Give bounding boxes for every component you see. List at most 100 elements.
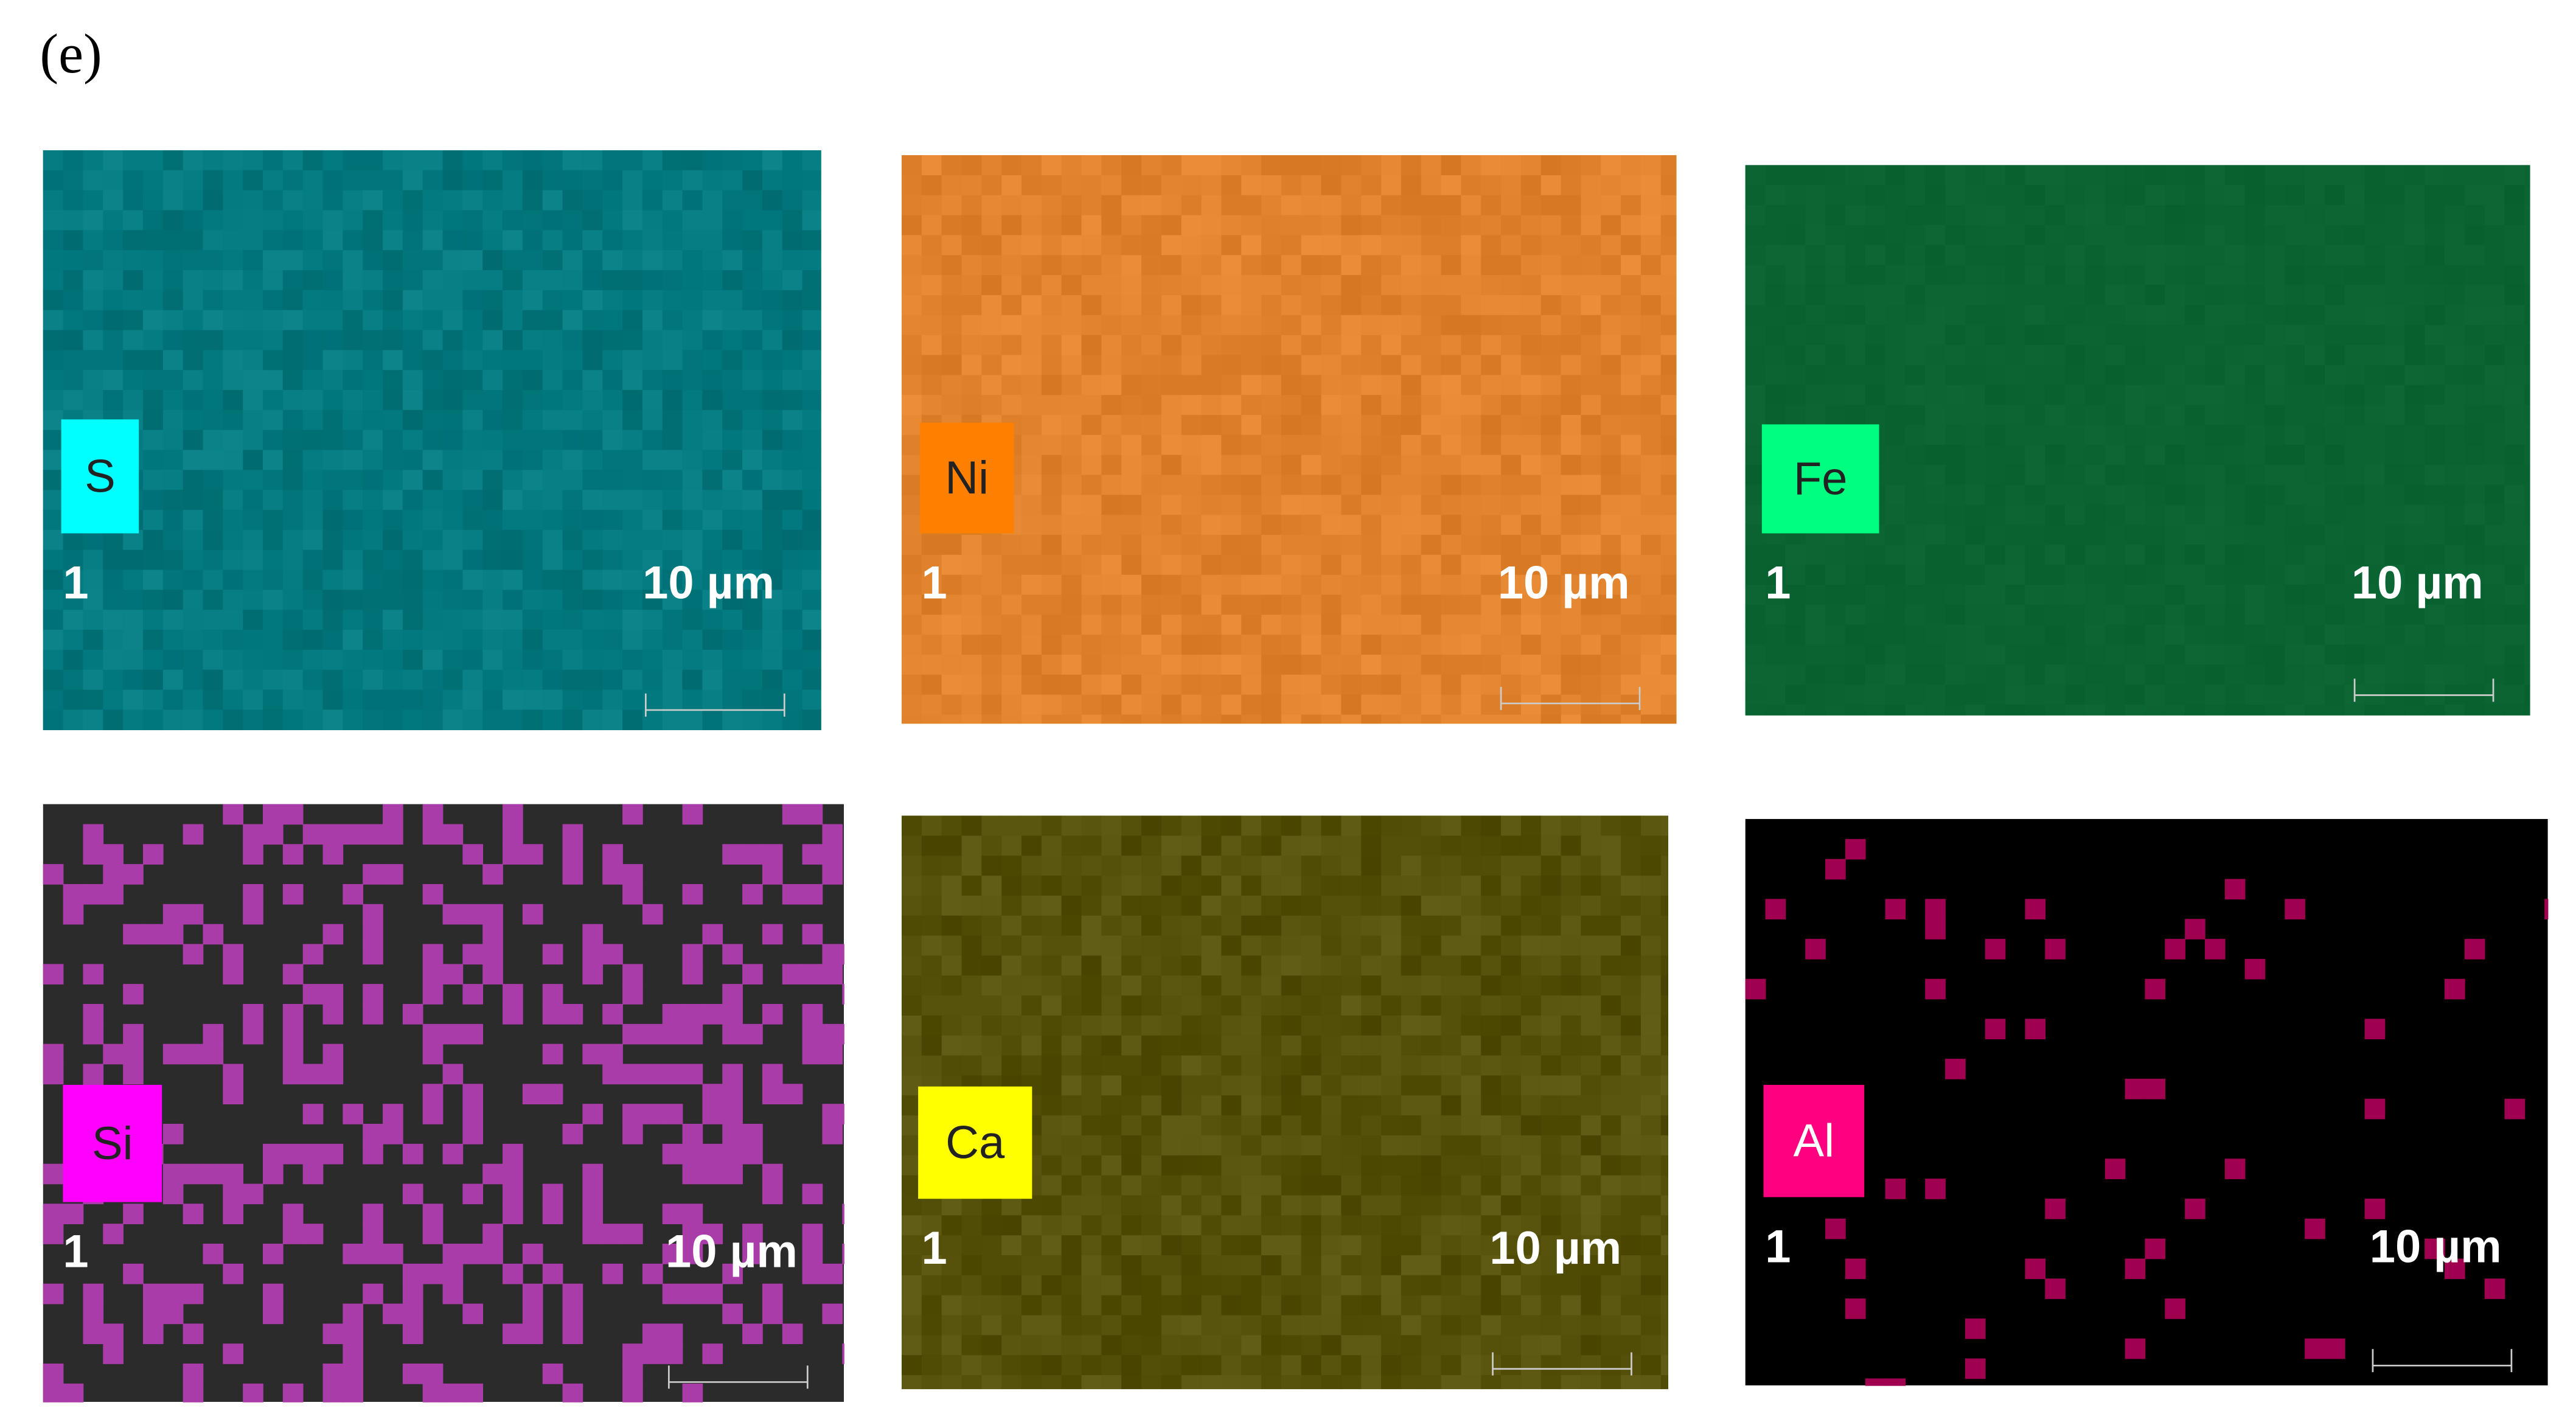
map-pixel (503, 190, 523, 211)
map-pixel (1461, 714, 1482, 724)
map-pixel (1061, 414, 1082, 436)
map-pixel (1421, 1175, 1442, 1196)
map-pixel (1381, 554, 1402, 576)
map-pixel (363, 669, 383, 691)
map-pixel (2404, 445, 2425, 465)
map-pixel (2005, 545, 2026, 565)
map-pixel (282, 470, 304, 490)
map-pixel (1401, 455, 1422, 476)
map-pixel (83, 549, 104, 571)
map-pixel (1361, 335, 1382, 356)
map-pixel (622, 610, 643, 630)
map-pixel (622, 1064, 643, 1085)
map-pixel (642, 529, 663, 551)
map-pixel (1041, 594, 1062, 616)
map-pixel (1021, 1255, 1042, 1276)
map-pixel (1501, 195, 1522, 216)
map-pixel (142, 430, 164, 451)
map-pixel (1501, 534, 1522, 556)
map-pixel (2065, 245, 2086, 266)
map-pixel (722, 170, 743, 191)
map-pixel (442, 510, 464, 531)
map-pixel (2425, 1238, 2445, 1260)
map-pixel (542, 1084, 563, 1104)
map-pixel (1985, 385, 2006, 406)
map-pixel (1281, 1335, 1302, 1356)
map-pixel (1321, 935, 1342, 956)
map-pixel (1221, 674, 1242, 695)
map-pixel (682, 270, 703, 291)
map-pixel (302, 1104, 324, 1124)
map-pixel (422, 1104, 444, 1124)
map-pixel (1041, 255, 1062, 276)
map-pixel (2425, 604, 2445, 625)
map-pixel (2065, 624, 2086, 646)
map-pixel (1520, 655, 1542, 675)
map-pixel (263, 409, 284, 431)
map-pixel (1501, 355, 1522, 376)
map-pixel (2065, 185, 2086, 206)
map-pixel (1281, 694, 1302, 716)
map-pixel (322, 709, 344, 731)
map-pixel (1985, 165, 2006, 186)
map-pixel (462, 984, 484, 1005)
map-pixel (762, 630, 783, 650)
map-pixel (1321, 1355, 1342, 1376)
map-pixel (1081, 515, 1102, 535)
map-pixel (2305, 545, 2325, 565)
map-pixel (1061, 1255, 1082, 1276)
map-pixel (1421, 275, 1442, 296)
map-pixel (981, 1055, 1002, 1076)
map-pixel (1181, 1135, 1202, 1156)
map-pixel (223, 570, 243, 591)
map-pixel (2185, 445, 2205, 465)
map-pixel (1601, 1255, 1621, 1276)
map-pixel (1201, 1295, 1222, 1316)
map-pixel (2324, 185, 2345, 206)
map-pixel (1501, 515, 1522, 535)
map-pixel (402, 310, 423, 331)
map-pixel (1081, 1315, 1102, 1336)
map-pixel (2404, 604, 2425, 625)
map-pixel (203, 490, 224, 510)
map-pixel (1301, 175, 1322, 196)
map-pixel (1540, 655, 1562, 675)
map-pixel (2524, 205, 2530, 226)
map-pixel (123, 389, 144, 411)
map-pixel (2445, 405, 2465, 426)
map-pixel (1785, 265, 1806, 286)
map-pixel (1441, 1375, 1462, 1390)
map-pixel (383, 1104, 403, 1124)
map-pixel (482, 529, 503, 551)
map-pixel (1441, 975, 1462, 996)
map-pixel (1081, 235, 1102, 256)
map-pixel (1101, 554, 1122, 576)
map-pixel (1561, 594, 1582, 616)
map-pixel (1945, 1059, 1966, 1079)
map-pixel (1241, 1315, 1262, 1336)
map-pixel (1441, 395, 1462, 416)
map-pixel (921, 155, 942, 176)
map-pixel (2464, 165, 2485, 186)
map-pixel (702, 490, 723, 510)
map-pixel (1401, 475, 1422, 496)
map-pixel (921, 1035, 942, 1056)
map-pixel (1601, 195, 1621, 216)
map-pixel (2165, 584, 2185, 605)
map-pixel (622, 883, 643, 905)
map-pixel (2445, 624, 2465, 646)
map-pixel (2244, 405, 2266, 426)
map-pixel (1341, 215, 1362, 236)
map-pixel (302, 709, 324, 731)
map-pixel (1905, 305, 1926, 326)
map-pixel (2244, 325, 2266, 346)
map-pixel (941, 995, 963, 1016)
map-pixel (1925, 644, 1946, 666)
map-pixel (1540, 1155, 1562, 1176)
map-pixel (223, 1343, 243, 1364)
map-pixel (1745, 364, 1766, 386)
map-pixel (901, 635, 922, 655)
map-pixel (1401, 1235, 1422, 1256)
map-pixel (383, 549, 403, 571)
map-pixel (562, 689, 583, 711)
